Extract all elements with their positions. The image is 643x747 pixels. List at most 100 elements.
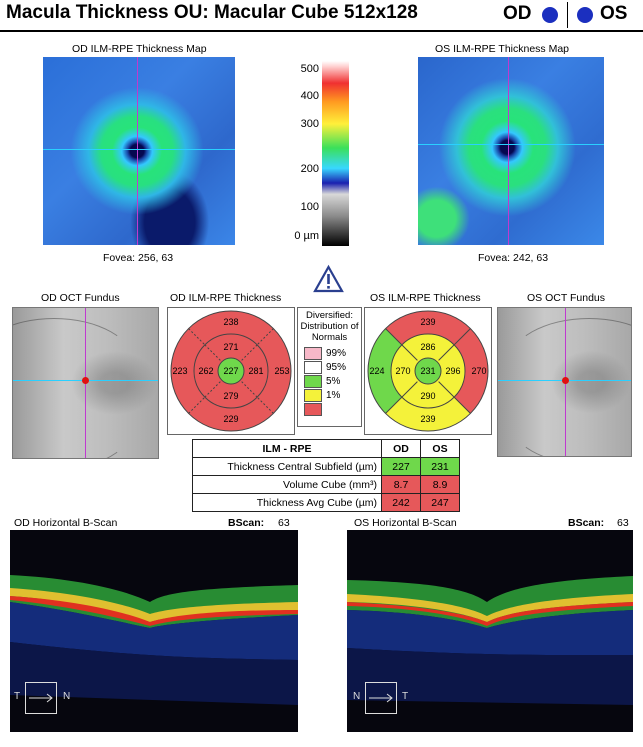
os-fundus-image [497, 307, 632, 457]
os-orientation-box [365, 682, 397, 714]
od-fundus-title: OD OCT Fundus [41, 292, 120, 304]
od-bscan-label: BScan: [228, 517, 265, 529]
os-bscan-image: N T [347, 530, 633, 732]
legend-label: 95% [326, 362, 347, 373]
od-center-circle [217, 357, 245, 385]
normals-legend: Diversified: Distribution of Normals 99%… [297, 307, 362, 427]
od-vessel-upper [13, 318, 135, 410]
os-eye-dot-icon [577, 7, 593, 23]
os-bscan-label: BScan: [568, 517, 605, 529]
os-map-title: OS ILM-RPE Thickness Map [435, 43, 570, 55]
scale-label: 300 [300, 118, 319, 130]
legend-label: 5% [326, 376, 341, 387]
od-fovea-label: Fovea: 256, 63 [103, 252, 174, 264]
os-bscan-value: 63 [617, 517, 629, 529]
os-map-vertical-line [508, 57, 509, 245]
summary-header-row: ILM - RPE OD OS [192, 439, 460, 458]
summary-body: Thickness Central Subfield (µm) 227 231 Vol… [192, 457, 460, 512]
legend-swatch [304, 361, 322, 374]
legend-swatch [304, 403, 322, 416]
summary-od-value: 227 [381, 457, 421, 476]
summary-row-label: Thickness Avg Cube (µm) [192, 493, 382, 512]
report-header: Macula Thickness OU: Macular Cube 512x12… [0, 0, 643, 32]
od-bscan-layers [10, 575, 298, 705]
os-grid-frame: 239 270 239 224 286 270 290 296 231 [364, 307, 492, 435]
od-map-horizontal-line [43, 149, 235, 150]
legend-item: 95% [304, 361, 361, 374]
od-bscan-value: 63 [278, 517, 290, 529]
summary-os-value: 8.9 [420, 475, 460, 494]
thickness-color-scale [322, 61, 349, 246]
os-outer-temporal: 224 [369, 366, 384, 376]
os-inner-nasal: 296 [445, 366, 460, 376]
od-bscan-title: OD Horizontal B-Scan [14, 517, 118, 529]
od-outer-superior: 238 [223, 317, 238, 327]
legend-item: 1% [304, 389, 361, 402]
od-etdrs-grid: 238 253 229 223 271 281 279 262 227 [170, 310, 292, 432]
summary-row-label: Volume Cube (mm³) [192, 475, 382, 494]
od-grid-frame: 238 253 229 223 271 281 279 262 227 [167, 307, 295, 435]
legend-item: 5% [304, 375, 361, 388]
od-grid-title: OD ILM-RPE Thickness [170, 292, 282, 304]
os-center-circle [414, 357, 442, 385]
od-eye-dot-icon [542, 7, 558, 23]
os-vessel-upper [508, 318, 631, 410]
legend-item: 99% [304, 347, 361, 360]
od-eye-label: OD [503, 3, 532, 24]
os-inner-inferior: 290 [420, 391, 435, 401]
od-outer-temporal: 223 [172, 366, 187, 376]
os-center-value: 231 [420, 366, 435, 376]
os-grid-title: OS ILM-RPE Thickness [370, 292, 481, 304]
od-bscan-image: T N [10, 530, 298, 732]
od-center-value: 227 [223, 366, 238, 376]
os-fundus-title: OS OCT Fundus [527, 292, 606, 304]
od-outer-inferior: 229 [223, 414, 238, 424]
od-fovea-marker-icon [82, 377, 89, 384]
scale-label: 100 [300, 201, 319, 213]
legend-label: 1% [326, 390, 341, 401]
summary-row: Volume Cube (mm³) 8.7 8.9 [192, 475, 460, 494]
summary-os-value: 231 [420, 457, 460, 476]
report-title: Macula Thickness OU: Macular Cube 512x12… [6, 2, 418, 23]
os-inner-superior: 286 [420, 342, 435, 352]
od-inner-inferior: 279 [223, 391, 238, 401]
summary-header-metric: ILM - RPE [192, 439, 382, 458]
os-inner-temporal: 270 [395, 366, 410, 376]
od-orientation-arrow-icon [29, 693, 53, 703]
os-fovea-label: Fovea: 242, 63 [478, 252, 549, 264]
scale-label: 400 [300, 90, 319, 102]
os-map-horizontal-line [418, 144, 604, 145]
os-orientation-arrow-icon [369, 693, 393, 703]
legend-items: 99% 95% 5% 1% [298, 343, 361, 416]
summary-od-value: 242 [381, 493, 421, 512]
scale-label: 200 [300, 163, 319, 175]
od-map-title: OD ILM-RPE Thickness Map [72, 43, 207, 55]
os-fovea-marker-icon [562, 377, 569, 384]
os-thickness-map [418, 57, 604, 245]
scale-label: 500 [300, 63, 319, 75]
summary-row-label: Thickness Central Subfield (µm) [192, 457, 382, 476]
os-bscan-layers [347, 576, 633, 705]
summary-row: Thickness Avg Cube (µm) 242 247 [192, 493, 460, 512]
os-bscan-title: OS Horizontal B-Scan [354, 517, 457, 529]
os-orientation-left: N [353, 691, 361, 702]
summary-header-od: OD [381, 439, 421, 458]
os-outer-superior: 239 [420, 317, 435, 327]
od-orientation-left: T [14, 691, 21, 702]
scale-label: 0 µm [294, 230, 319, 242]
summary-header-os: OS [420, 439, 460, 458]
os-outer-inferior: 239 [420, 414, 435, 424]
os-eye-label: OS [600, 3, 628, 24]
od-fundus-image [12, 307, 159, 459]
od-inner-nasal: 281 [248, 366, 263, 376]
warning-triangle-icon[interactable] [312, 264, 345, 294]
od-orientation-right: N [63, 691, 71, 702]
header-divider [567, 2, 568, 28]
os-etdrs-grid: 239 270 239 224 286 270 290 296 231 [367, 310, 489, 432]
legend-swatch [304, 375, 322, 388]
legend-title: Diversified: Distribution of Normals [300, 310, 359, 343]
summary-od-value: 8.7 [381, 475, 421, 494]
legend-label: 99% [326, 348, 347, 359]
od-thickness-map [43, 57, 235, 245]
os-orientation-right: T [402, 691, 409, 702]
